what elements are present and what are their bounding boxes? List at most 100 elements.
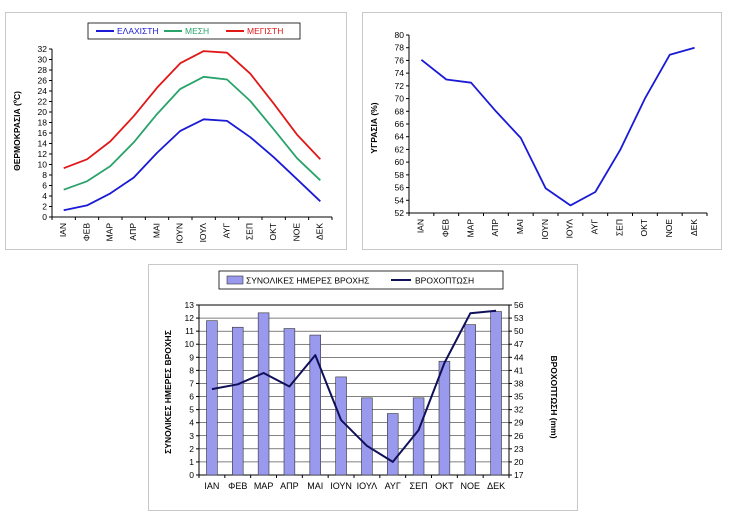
x-tick-label: ΜΑΡ (105, 223, 115, 242)
y-tick-label: 80 (395, 30, 405, 40)
x-tick-label: ΑΥΓ (221, 223, 231, 239)
y2-tick-label: 26 (514, 431, 524, 441)
rain-gridlines (198, 304, 510, 476)
temperature-legend: ΕΛΑΧΙΣΤΗ ΜΕΣΗ ΜΕΓΙΣΤΗ (87, 22, 301, 40)
x-tick-label: ΝΟΕ (460, 481, 480, 491)
y-tick-label: 11 (185, 326, 194, 336)
legend-swatch (226, 275, 244, 285)
y-tick-label: 62 (395, 144, 405, 154)
y-tick-label: 12 (185, 313, 195, 323)
y2-tick-label: 38 (514, 378, 524, 388)
y-tick-label: 10 (185, 339, 195, 349)
y-tick-label: 26 (38, 76, 48, 86)
y2-tick-label: 50 (514, 326, 524, 336)
y-tick-label: 6 (42, 181, 47, 191)
rain-days-bar (206, 320, 218, 476)
plot-area (198, 304, 510, 476)
rain-days-axis-label: ΣΥΝΟΛΙΚΕΣ ΗΜΕΡΕΣ ΒΡΟΧΗΣ (163, 330, 173, 454)
rain-days-bar (412, 397, 425, 476)
rain-days-bar (361, 397, 373, 476)
x-tick-label: ΦΕΒ (441, 219, 451, 237)
y-tick-label: 56 (395, 183, 405, 193)
x-tick-label: ΑΠΡ (128, 223, 138, 241)
x-tick-label: ΣΕΠ (410, 481, 428, 491)
legend-label: ΜΕΣΗ (185, 26, 209, 36)
x-tick-label: ΑΠΡ (490, 219, 500, 237)
y-tick-label: 8 (189, 365, 194, 375)
x-tick-label: ΜΑΡ (254, 481, 274, 491)
y-tick-label: 64 (395, 132, 405, 142)
y2-tick-label: 44 (514, 352, 524, 362)
rain-axes: 0123456789101112131720232629323538414447… (185, 300, 524, 491)
x-tick-label: ΟΚΤ (268, 223, 278, 240)
y-tick-label: 8 (42, 170, 47, 180)
y-tick-label: 14 (38, 139, 48, 149)
y2-tick-label: 47 (514, 339, 524, 349)
x-tick-label: ΙΟΥΝ (175, 223, 185, 244)
series-line (63, 75, 321, 191)
x-tick-label: ΜΑΙ (151, 223, 161, 238)
rain-days-bar (387, 413, 399, 476)
y-tick-label: 0 (189, 470, 194, 480)
x-tick-label: ΦΕΒ (228, 481, 247, 491)
y-tick-label: 54 (395, 195, 405, 205)
y-tick-label: 12 (38, 149, 48, 159)
y-tick-label: 6 (189, 392, 194, 402)
y-tick-label: 72 (395, 81, 405, 91)
x-tick-label: ΑΥΓ (590, 219, 600, 235)
x-tick-label: ΣΕΠ (614, 219, 624, 236)
rain-days-bar (232, 326, 244, 476)
rain-chart: ΣΥΝΟΛΙΚΕΣ ΗΜΕΡΕΣ ΒΡΟΧΗΣ ΒΡΟΧΟΠΤΩΣΗ 012345… (163, 270, 559, 491)
temperature-chart: ΕΛΑΧΙΣΤΗ ΜΕΣΗ ΜΕΓΙΣΤΗ 02468101214161820222… (12, 22, 333, 244)
x-tick-label: ΙΑΝ (204, 481, 219, 491)
x-tick-label: ΦΕΒ (81, 223, 91, 241)
x-tick-label: ΣΕΠ (245, 223, 255, 240)
humidity-chart-panel: 52 54 56 58 60 62 64 66 68 70 72 74 76 78 80 ΙΑΝ ΦΕΒ ΜΑΡ Α… (362, 12, 722, 250)
y-tick-label: 22 (38, 97, 48, 107)
x-tick-label: ΙΟΥΝ (540, 219, 550, 240)
x-tick-label: ΝΟΕ (291, 223, 301, 242)
y-tick-label: 52 (395, 208, 405, 218)
y-tick-label: 58 (395, 170, 405, 180)
temperature-y-axis-label: ΘΕΡΜΟΚΡΑΣΙΑ (ºC) (12, 91, 22, 171)
rain-legend: ΣΥΝΟΛΙΚΕΣ ΗΜΕΡΕΣ ΒΡΟΧΗΣ ΒΡΟΧΟΠΤΩΣΗ (218, 270, 504, 290)
temperature-series (63, 50, 321, 212)
rain-days-bar (257, 312, 270, 476)
rain-bars (206, 311, 502, 476)
y-tick-label: 74 (395, 68, 405, 78)
rain-days-bar (490, 311, 502, 476)
x-tick-label: ΜΑΙ (307, 481, 323, 491)
y-tick-label: 5 (189, 405, 194, 415)
x-tick-label: ΜΑΙ (515, 219, 525, 234)
series-line (63, 118, 321, 212)
y2-tick-label: 17 (514, 470, 524, 480)
y-tick-label: 70 (395, 94, 405, 104)
y-tick-label: 30 (38, 55, 48, 65)
rain-days-bar (283, 328, 296, 476)
legend-label: ΜΕΓΙΣΤΗ (247, 26, 283, 36)
y-tick-label: 68 (395, 106, 405, 116)
y-tick-label: 4 (189, 418, 194, 428)
legend-label: ΒΡΟΧΟΠΤΩΣΗ (415, 276, 474, 286)
rain-line-series (211, 309, 497, 463)
y2-tick-label: 41 (514, 365, 524, 375)
y-tick-label: 13 (185, 300, 195, 310)
rainfall-line (211, 309, 497, 463)
y-tick-label: 1 (189, 457, 194, 467)
humidity-series (420, 46, 695, 207)
x-tick-label: ΔΕΚ (689, 219, 699, 236)
y2-tick-label: 20 (514, 457, 524, 467)
x-tick-label: ΑΠΡ (280, 481, 299, 491)
y2-tick-label: 53 (514, 313, 524, 323)
y-tick-label: 20 (38, 107, 48, 117)
y-tick-label: 78 (395, 43, 405, 53)
x-tick-label: ΙΑΝ (58, 223, 68, 237)
legend-box (87, 22, 301, 40)
y-tick-label: 4 (42, 191, 47, 201)
y-tick-label: 28 (38, 65, 48, 75)
temperature-chart-panel: ΕΛΑΧΙΣΤΗ ΜΕΣΗ ΜΕΓΙΣΤΗ 0 2 4 6 8 10 12 14 16 18 20 22 2… (5, 12, 347, 250)
x-tick-label: ΙΟΥΛ (357, 481, 378, 491)
x-tick-label: ΙΟΥΛ (198, 223, 208, 243)
